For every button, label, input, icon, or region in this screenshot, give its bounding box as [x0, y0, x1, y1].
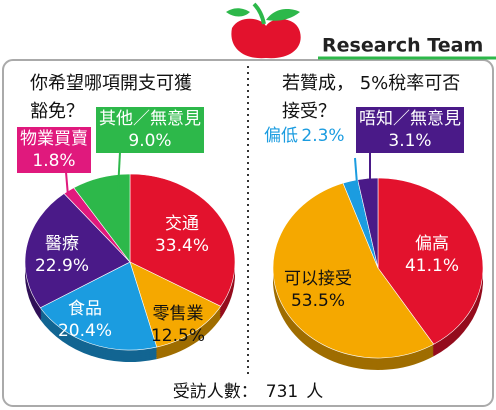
label-box [356, 107, 464, 153]
pie-slice [377, 177, 484, 345]
value-label: 53.5% [291, 291, 345, 311]
value-label: 41.1% [405, 256, 459, 276]
value-label: 9.0% [128, 131, 171, 151]
category-label: 偏高 [415, 234, 449, 254]
value-label: 2.3% [301, 126, 344, 146]
value-label: 22.9% [35, 256, 89, 276]
value-label: 3.1% [388, 131, 431, 151]
pie-slice [129, 173, 236, 307]
category-label: 食品 [68, 299, 102, 319]
category-label: 可以接受 [284, 269, 352, 289]
value-label: 20.4% [58, 321, 112, 341]
value-label: 33.4% [155, 236, 209, 256]
footer-label: 受訪人數： [173, 382, 258, 402]
value-label: 12.5% [151, 326, 205, 346]
label-box [261, 124, 348, 148]
category-label: 其他／無意見 [99, 109, 201, 129]
pie-slice [272, 182, 435, 359]
footer-unit: 人 [306, 382, 323, 402]
pie-slice [357, 177, 379, 269]
value-label: 1.8% [32, 151, 75, 171]
apple-logo [226, 2, 301, 59]
callout-line [65, 171, 69, 197]
pie-slice [73, 173, 131, 263]
chart-title: 若贊成， 5%稅率可否接受？ [282, 73, 461, 122]
category-label: 唔知／無意見 [359, 109, 461, 129]
chart-title: 你希望哪項開支可獲豁免？ [30, 73, 192, 122]
pie-slice [39, 261, 158, 351]
pie-slice [129, 261, 222, 348]
label-box [17, 127, 91, 173]
pie-slice [24, 193, 131, 309]
footer-count: 731 [266, 382, 298, 402]
category-label: 物業買賣 [20, 129, 88, 149]
category-label: 醫療 [45, 234, 79, 254]
category-label: 零售業 [153, 304, 204, 324]
category-label: 偏低 [264, 126, 298, 146]
footer: 受訪人數： 731 人 [173, 382, 323, 402]
brand: Research Team [322, 35, 483, 57]
callout-line [117, 151, 121, 191]
callout-line [354, 157, 358, 185]
label-box [96, 107, 204, 153]
category-label: 交通 [165, 214, 199, 234]
